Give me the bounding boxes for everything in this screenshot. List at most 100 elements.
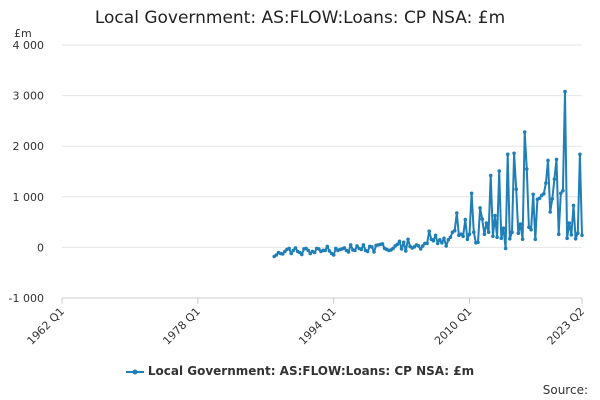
data-point[interactable] xyxy=(493,213,497,218)
data-point[interactable] xyxy=(554,157,559,162)
data-point[interactable] xyxy=(327,249,332,253)
data-point[interactable] xyxy=(348,243,353,247)
data-point[interactable] xyxy=(546,158,550,163)
data-point[interactable] xyxy=(331,253,336,257)
data-point[interactable] xyxy=(342,246,347,250)
data-point[interactable] xyxy=(467,232,472,236)
data-point[interactable] xyxy=(448,235,453,240)
data-point[interactable] xyxy=(433,233,438,238)
data-point[interactable] xyxy=(372,250,376,254)
data-point[interactable] xyxy=(569,233,574,237)
data-point[interactable] xyxy=(325,244,330,249)
data-point[interactable] xyxy=(442,236,446,241)
data-point[interactable] xyxy=(365,249,370,254)
data-point[interactable] xyxy=(280,252,285,256)
data-point[interactable] xyxy=(525,167,529,171)
data-point[interactable] xyxy=(550,197,555,201)
data-point[interactable] xyxy=(444,244,449,248)
data-point[interactable] xyxy=(571,203,576,208)
data-point[interactable] xyxy=(317,247,321,251)
data-point[interactable] xyxy=(522,130,527,134)
data-point[interactable] xyxy=(359,247,364,252)
data-point[interactable] xyxy=(452,228,457,233)
data-point[interactable] xyxy=(395,242,400,247)
data-point[interactable] xyxy=(499,236,504,241)
data-point[interactable] xyxy=(370,245,374,249)
data-point[interactable] xyxy=(465,237,470,242)
data-point[interactable] xyxy=(274,253,279,257)
data-point[interactable] xyxy=(306,248,311,253)
data-point[interactable] xyxy=(527,225,531,229)
data-point[interactable] xyxy=(512,151,516,156)
data-point[interactable] xyxy=(438,238,442,242)
data-point[interactable] xyxy=(495,235,499,240)
data-point[interactable] xyxy=(431,239,436,243)
data-point[interactable] xyxy=(482,232,487,236)
data-point[interactable] xyxy=(355,244,359,248)
data-point[interactable] xyxy=(406,237,410,242)
data-point[interactable] xyxy=(514,187,518,191)
data-point[interactable] xyxy=(289,251,294,256)
data-point[interactable] xyxy=(300,252,304,257)
data-point[interactable] xyxy=(323,248,328,253)
data-point[interactable] xyxy=(469,191,474,196)
data-point[interactable] xyxy=(503,246,508,251)
data-point[interactable] xyxy=(518,222,523,226)
data-point[interactable] xyxy=(573,237,578,241)
data-point[interactable] xyxy=(391,246,395,251)
data-point[interactable] xyxy=(497,169,502,173)
data-point[interactable] xyxy=(565,236,569,241)
data-point[interactable] xyxy=(505,152,510,157)
data-point[interactable] xyxy=(361,243,366,247)
data-point[interactable] xyxy=(476,240,480,245)
data-point[interactable] xyxy=(427,229,432,233)
data-point[interactable] xyxy=(508,237,512,241)
data-point[interactable] xyxy=(312,250,317,255)
data-point[interactable] xyxy=(578,152,582,157)
data-point[interactable] xyxy=(542,192,546,196)
data-point[interactable] xyxy=(421,244,425,248)
data-point[interactable] xyxy=(552,177,557,181)
data-point[interactable] xyxy=(440,241,444,245)
data-point[interactable] xyxy=(567,221,572,225)
data-point[interactable] xyxy=(488,173,493,178)
data-point[interactable] xyxy=(293,246,298,250)
data-point[interactable] xyxy=(559,191,563,196)
data-point[interactable] xyxy=(561,188,565,193)
data-point[interactable] xyxy=(478,206,482,210)
data-point[interactable] xyxy=(576,231,580,235)
data-point[interactable] xyxy=(353,248,357,253)
data-point[interactable] xyxy=(491,234,495,239)
data-point[interactable] xyxy=(533,237,538,242)
data-point[interactable] xyxy=(401,240,406,245)
data-point[interactable] xyxy=(346,250,351,254)
data-point[interactable] xyxy=(416,244,421,248)
data-point[interactable] xyxy=(537,196,542,201)
data-point[interactable] xyxy=(397,239,402,244)
data-point[interactable] xyxy=(291,248,296,253)
data-point[interactable] xyxy=(404,249,408,253)
data-point[interactable] xyxy=(435,241,440,246)
data-point[interactable] xyxy=(484,221,489,225)
data-point[interactable] xyxy=(461,234,465,239)
data-point[interactable] xyxy=(531,192,535,197)
legend[interactable]: Local Government: AS:FLOW:Loans: CP NSA:… xyxy=(0,364,600,378)
data-point[interactable] xyxy=(556,232,561,236)
data-point[interactable] xyxy=(463,217,468,222)
data-point[interactable] xyxy=(446,238,451,242)
data-point[interactable] xyxy=(510,230,514,234)
data-point[interactable] xyxy=(480,217,485,221)
data-point[interactable] xyxy=(418,247,423,251)
data-point[interactable] xyxy=(486,230,491,234)
data-point[interactable] xyxy=(563,89,567,94)
data-point[interactable] xyxy=(548,210,552,214)
data-point[interactable] xyxy=(287,246,291,251)
data-point[interactable] xyxy=(399,247,404,251)
data-point[interactable] xyxy=(520,237,525,242)
data-point[interactable] xyxy=(380,242,385,246)
data-point[interactable] xyxy=(544,181,548,185)
data-point[interactable] xyxy=(455,211,459,215)
data-point[interactable] xyxy=(516,231,521,235)
data-point[interactable] xyxy=(501,226,506,230)
data-point[interactable] xyxy=(472,230,476,234)
